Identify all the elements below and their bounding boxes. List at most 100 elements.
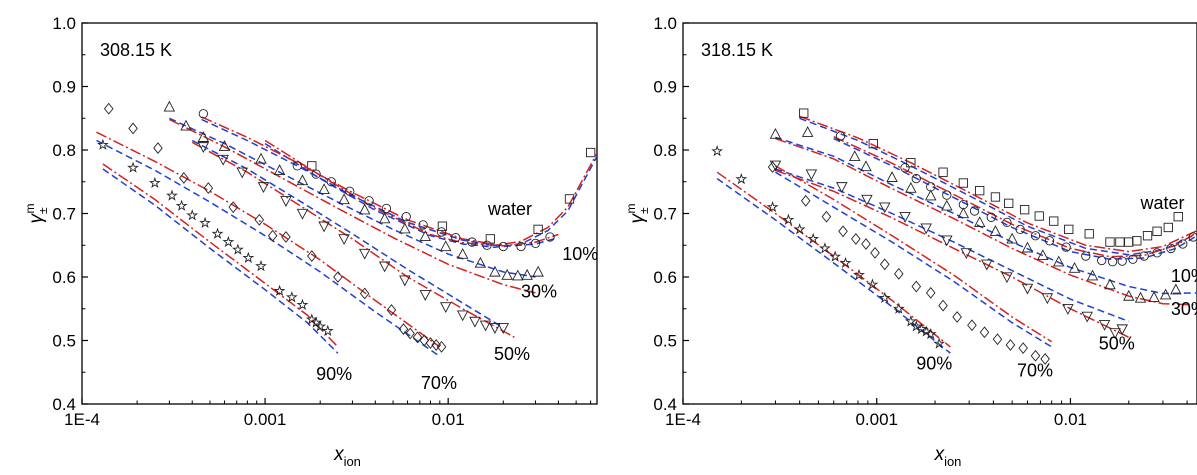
data-point-star (222, 235, 235, 248)
data-point-circle (436, 227, 447, 237)
data-point-circle (1128, 254, 1138, 264)
data-point-circle (1081, 251, 1091, 261)
series-annotation: water (487, 199, 532, 219)
data-point-triangle-down (399, 275, 411, 287)
data-point-triangle-down (836, 182, 848, 193)
data-point-diamond (281, 231, 291, 243)
data-point-circle (326, 177, 336, 187)
data-point-triangle-up (886, 171, 898, 182)
data-point-triangle-up (218, 140, 231, 151)
data-point-star (807, 232, 820, 244)
data-point-circle (1015, 224, 1025, 235)
data-point-diamond (436, 340, 447, 353)
data-point-triangle-up (1021, 241, 1034, 253)
data-point-circle (900, 163, 910, 173)
data-point-circle (451, 232, 461, 243)
data-point-triangle-up (273, 164, 286, 175)
data-point-star (242, 251, 255, 263)
data-point-star (933, 337, 946, 349)
y-axis-label-sub: ± (36, 207, 50, 214)
data-point-circle (545, 232, 555, 242)
data-layer (711, 108, 1197, 365)
data-point-triangle-down (378, 261, 391, 273)
data-point-diamond (1030, 349, 1041, 362)
y-tick-label: 1.0 (653, 14, 677, 33)
data-point-triangle-down (497, 323, 510, 334)
dashdot-model-curve (775, 169, 1130, 338)
series-30pct (769, 126, 1197, 306)
data-point-star (878, 291, 891, 303)
data-point-triangle-down (878, 202, 891, 214)
y-tick-label: 0.5 (653, 332, 677, 351)
data-point-square (799, 108, 809, 118)
data-point-square (906, 158, 916, 168)
data-point-star (127, 161, 139, 173)
series-annotation: water (1140, 193, 1185, 213)
data-point-square (975, 185, 985, 196)
dashed-model-curve (775, 136, 1197, 295)
dashdot-model-curve (96, 131, 441, 348)
dashdot-model-curve (775, 137, 1197, 306)
data-point-square (585, 147, 596, 158)
data-point-triangle-up (1170, 283, 1182, 295)
data-point-star (839, 256, 852, 269)
chart-panel-318K: 0.4 0.5 0.6 0.7 0.8 0.9 1.0 1E-4 0.001 0.01 xion γ±… (624, 14, 1197, 469)
data-point-triangle-up (521, 268, 533, 280)
data-point-triangle-down (1081, 311, 1093, 323)
y-tick-label: 0.5 (52, 332, 76, 351)
data-point-diamond (967, 319, 977, 332)
data-point-triangle-up (924, 189, 937, 201)
data-point-circle (1178, 239, 1188, 249)
y-tick-label: 0.9 (52, 78, 76, 97)
data-point-triangle-down (1001, 272, 1013, 284)
y-tick-label: 0.8 (653, 141, 677, 160)
data-point-circle (1044, 236, 1055, 246)
data-point-square (1064, 224, 1074, 235)
data-point-circle (1061, 242, 1071, 252)
data-point-triangle-down (805, 169, 818, 181)
data-point-star (285, 291, 298, 303)
data-point-triangle-down (358, 248, 371, 260)
data-point-circle (498, 241, 508, 252)
data-point-triangle-up (1148, 291, 1160, 302)
data-point-circle (1152, 248, 1162, 258)
series-90pct (711, 145, 951, 354)
data-point-star (199, 216, 211, 229)
data-point-triangle-up (456, 247, 469, 259)
data-point-square (1124, 237, 1134, 247)
data-point-triangle-down (941, 235, 953, 247)
data-point-square (938, 167, 948, 177)
data-point-triangle-down (1062, 304, 1074, 315)
data-point-star (904, 315, 917, 327)
data-point-triangle-up (957, 207, 970, 219)
data-point-triangle-down (489, 323, 501, 334)
data-point-triangle-up (439, 240, 452, 252)
data-point-diamond (405, 327, 415, 340)
data-point-triangle-up (905, 181, 917, 193)
data-point-diamond (307, 250, 317, 262)
data-point-diamond (879, 258, 890, 271)
data-point-star (314, 320, 327, 332)
data-point-diamond (861, 238, 871, 250)
series-annotation: 30% (521, 281, 557, 301)
data-point-triangle-up (197, 131, 210, 142)
data-point-square (533, 224, 543, 235)
panel-temperature-label: 318.15 K (701, 40, 773, 60)
x-axis-label-main: x (934, 444, 946, 465)
series-annotation: 10% (562, 244, 598, 264)
data-point-square (485, 234, 496, 244)
data-point-star (711, 145, 724, 157)
data-point-diamond (911, 280, 922, 293)
y-tick-label: 0.4 (653, 395, 677, 414)
data-point-square (1142, 231, 1153, 241)
data-point-triangle-down (960, 248, 973, 260)
x-tick-label: 0.001 (244, 410, 287, 429)
y-tick-label: 0.7 (52, 205, 76, 224)
data-point-square (1115, 237, 1125, 247)
data-point-triangle-up (1134, 291, 1147, 303)
data-point-triangle-up (848, 150, 861, 162)
data-point-triangle-down (1041, 293, 1054, 305)
data-point-star (321, 324, 334, 336)
dashdot-model-curve (799, 115, 1197, 253)
dashed-model-curve (96, 139, 441, 358)
